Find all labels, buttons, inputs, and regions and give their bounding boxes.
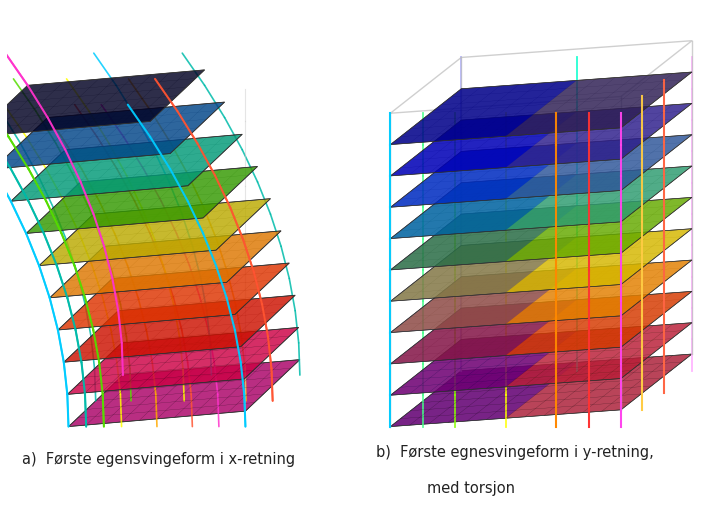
Polygon shape: [50, 231, 281, 298]
Polygon shape: [390, 197, 692, 270]
Polygon shape: [0, 102, 224, 169]
Polygon shape: [390, 174, 576, 239]
Polygon shape: [390, 268, 576, 333]
Polygon shape: [505, 197, 692, 262]
Polygon shape: [390, 291, 692, 364]
Polygon shape: [11, 134, 243, 201]
Polygon shape: [390, 331, 576, 395]
Text: med torsjon: med torsjon: [427, 480, 515, 496]
Polygon shape: [390, 143, 576, 207]
Polygon shape: [505, 260, 692, 324]
Polygon shape: [390, 260, 692, 333]
Polygon shape: [390, 229, 692, 301]
Polygon shape: [390, 323, 692, 395]
Text: a)  Første egensvingeform i x-retning: a) Første egensvingeform i x-retning: [22, 452, 295, 468]
Polygon shape: [58, 263, 290, 330]
Polygon shape: [505, 229, 692, 293]
Polygon shape: [505, 135, 692, 199]
Polygon shape: [39, 199, 271, 266]
Polygon shape: [505, 354, 692, 418]
Polygon shape: [390, 300, 576, 364]
Polygon shape: [390, 112, 576, 176]
Polygon shape: [505, 323, 692, 387]
Polygon shape: [390, 72, 692, 145]
Polygon shape: [0, 70, 205, 137]
Polygon shape: [390, 103, 692, 176]
Polygon shape: [64, 295, 295, 362]
Polygon shape: [67, 328, 299, 394]
Polygon shape: [390, 166, 692, 239]
Polygon shape: [505, 103, 692, 168]
Polygon shape: [69, 360, 300, 427]
Text: b)  Første egnesvingeform i y-retning,: b) Første egnesvingeform i y-retning,: [376, 445, 654, 460]
Polygon shape: [390, 206, 576, 270]
Polygon shape: [390, 362, 576, 427]
Polygon shape: [390, 237, 576, 301]
Polygon shape: [390, 354, 692, 427]
Polygon shape: [26, 167, 258, 234]
Polygon shape: [505, 166, 692, 230]
Polygon shape: [390, 135, 692, 207]
Polygon shape: [505, 72, 692, 136]
Polygon shape: [390, 80, 576, 145]
Polygon shape: [505, 291, 692, 356]
